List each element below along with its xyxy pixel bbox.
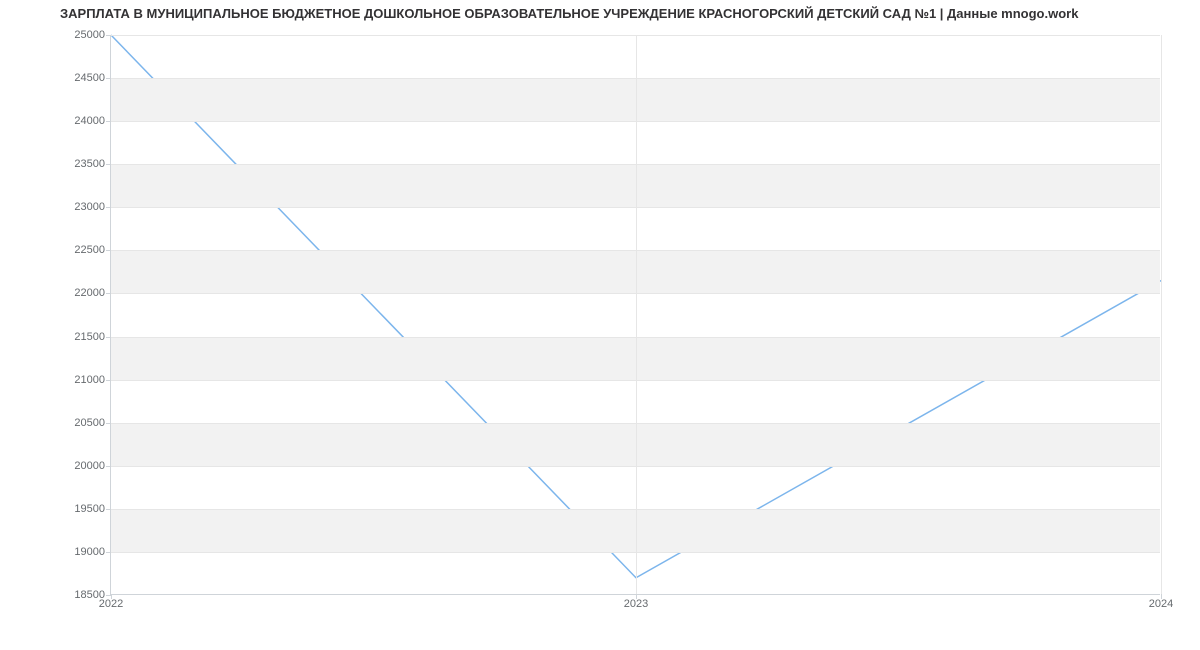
y-tick-label: 21000 [74, 374, 111, 386]
y-tick-label: 24000 [74, 115, 111, 127]
chart-title: ЗАРПЛАТА В МУНИЦИПАЛЬНОЕ БЮДЖЕТНОЕ ДОШКО… [60, 6, 1078, 21]
x-tick-label: 2023 [624, 594, 648, 610]
y-tick-label: 23000 [74, 201, 111, 213]
y-tick-label: 22500 [74, 244, 111, 256]
x-tick-label: 2024 [1149, 594, 1173, 610]
y-tick-label: 24500 [74, 72, 111, 84]
y-tick-label: 22000 [74, 287, 111, 299]
y-tick-label: 19000 [74, 546, 111, 558]
y-tick-label: 21500 [74, 331, 111, 343]
plot-area: 1850019000195002000020500210002150022000… [110, 35, 1160, 595]
y-tick-label: 25000 [74, 29, 111, 41]
chart-container: ЗАРПЛАТА В МУНИЦИПАЛЬНОЕ БЮДЖЕТНОЕ ДОШКО… [0, 0, 1200, 650]
y-tick-label: 19500 [74, 503, 111, 515]
x-gridline [636, 35, 637, 594]
x-gridline [1161, 35, 1162, 594]
y-tick-label: 20500 [74, 417, 111, 429]
x-tick-label: 2022 [99, 594, 123, 610]
y-tick-label: 20000 [74, 460, 111, 472]
y-tick-label: 23500 [74, 158, 111, 170]
